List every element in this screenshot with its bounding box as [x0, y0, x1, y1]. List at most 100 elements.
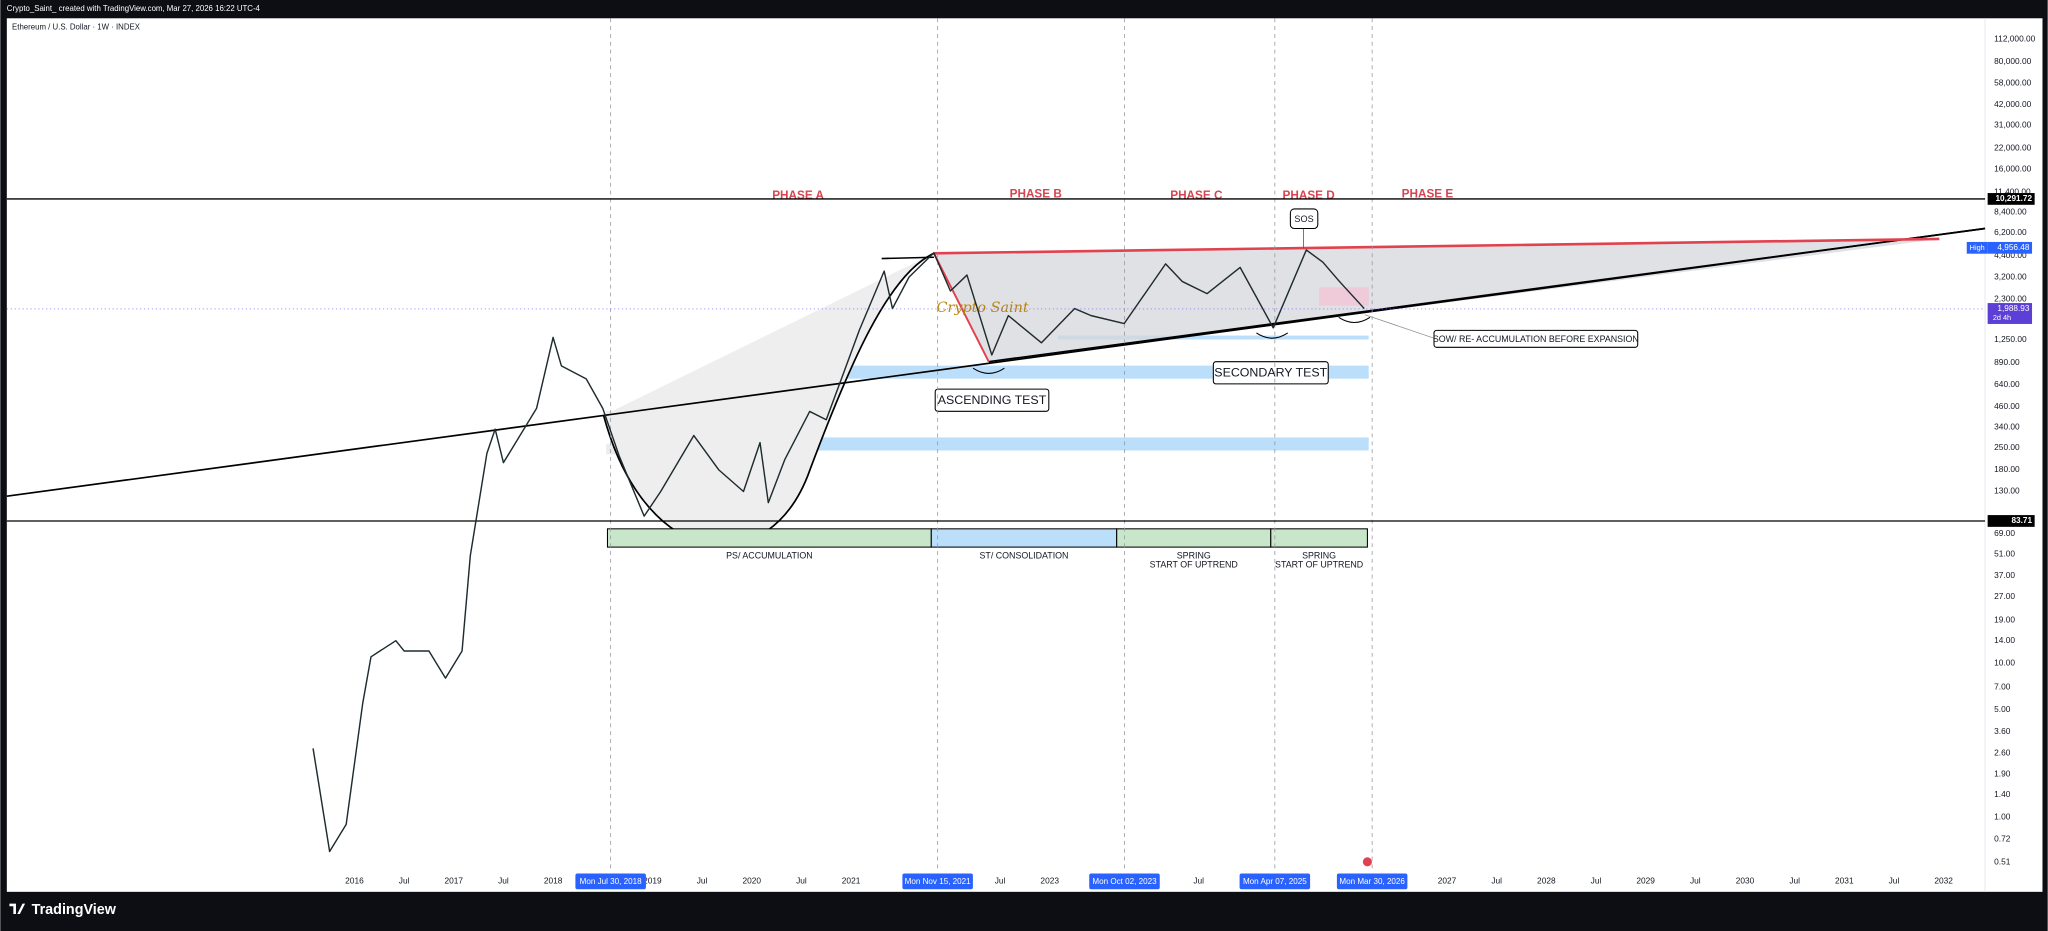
- zone-label: PS/ ACCUMULATION: [726, 551, 812, 561]
- phase-label: PHASE C: [1170, 189, 1223, 202]
- countdown: 2d 4h: [1993, 313, 2011, 322]
- y-tick-label: 11,400.00: [1994, 186, 2031, 196]
- x-tick-label: 2031: [1835, 876, 1854, 886]
- phase-label: PHASE B: [1010, 188, 1062, 201]
- y-tick-label: 22,000.00: [1994, 142, 2031, 152]
- y-tick-label: 51.00: [1994, 548, 2015, 558]
- x-tick-label: 2029: [1636, 876, 1655, 886]
- logo-mark: [9, 903, 26, 915]
- supply-zone: [1319, 287, 1369, 306]
- phase-label: PHASE A: [772, 189, 824, 202]
- zone-label: START OF UPTREND: [1150, 560, 1238, 570]
- x-tick-label: Jul: [697, 876, 708, 886]
- x-tick-label: 2019: [643, 876, 662, 886]
- marker-box: [1336, 873, 1408, 890]
- x-tick-label: 2030: [1736, 876, 1755, 886]
- x-tick-label: 2021: [842, 876, 861, 886]
- marker-label: Mon Apr 07, 2025: [1243, 877, 1307, 886]
- y-tick-label: 3.60: [1994, 726, 2011, 736]
- y-tick-label: 180.00: [1994, 464, 2020, 474]
- marker-box: [1089, 873, 1160, 890]
- x-tick-label: Jul: [1889, 876, 1900, 886]
- chart-area: [6, 18, 2043, 892]
- y-tick-label: 3,200.00: [1994, 271, 2027, 281]
- x-tick-label: Jul: [1591, 876, 1602, 886]
- y-tick-label: 890.00: [1994, 357, 2020, 367]
- level-box: [1987, 515, 2035, 527]
- zone-label: ST/ CONSOLIDATION: [980, 551, 1069, 561]
- sow-label: SOW/ RE- ACCUMULATION BEFORE EXPANSION: [1433, 334, 1639, 344]
- y-tick-label: 1.40: [1994, 789, 2011, 799]
- y-tick-label: 2,300.00: [1994, 293, 2027, 303]
- marker-box: [902, 873, 973, 890]
- y-tick-label: 5.00: [1994, 704, 2011, 714]
- y-tick-label: 4,400.00: [1994, 250, 2027, 260]
- y-tick-label: 58,000.00: [1994, 77, 2031, 87]
- y-tick-label: 130.00: [1994, 486, 2020, 496]
- x-tick-label: 2028: [1537, 876, 1556, 886]
- x-tick-label: 2018: [544, 876, 563, 886]
- marker-box: [575, 873, 646, 890]
- symbol: Ethereum / U.S. Dollar · 1W · INDEX: [12, 22, 141, 31]
- zone-label: SPRING: [1177, 551, 1211, 561]
- marker-label: Mon Nov 15, 2021: [905, 877, 972, 886]
- x-tick-label: Jul: [399, 876, 410, 886]
- high-name: High: [1970, 243, 1985, 252]
- y-tick-label: 37.00: [1994, 570, 2015, 580]
- callout-line: [1364, 314, 1435, 339]
- level-label: 83.71: [2011, 516, 2032, 525]
- y-tick-label: 7.00: [1994, 681, 2011, 691]
- y-tick-label: 10.00: [1994, 657, 2015, 667]
- y-tick-label: 80,000.00: [1994, 56, 2031, 66]
- x-tick-label: 2017: [444, 876, 463, 886]
- watermark: Crypto Saint: [937, 300, 1029, 316]
- drawings: [6, 227, 1986, 868]
- y-tick-label: 14.00: [1994, 635, 2015, 645]
- y-tick-label: 6,200.00: [1994, 227, 2027, 237]
- test-arcs: [972, 316, 1371, 374]
- support-line: [988, 227, 1986, 363]
- callout-box: [1212, 361, 1329, 385]
- last-price-box: [1987, 303, 2033, 324]
- y-tick-label: 16,000.00: [1994, 164, 2031, 174]
- marker-box: [1239, 873, 1311, 890]
- secondary-test-label: SECONDARY TEST: [1214, 366, 1327, 380]
- y-tick-label: 0.51: [1994, 857, 2011, 867]
- sos-label: SOS: [1294, 214, 1313, 224]
- zone-box: [1116, 528, 1272, 548]
- x-tick-label: Jul: [1491, 876, 1502, 886]
- y-tick-label: 27.00: [1994, 591, 2015, 601]
- y-tick-label: 1,250.00: [1994, 334, 2027, 344]
- marker-label: Mon Oct 02, 2023: [1092, 877, 1157, 886]
- x-tick-label: 2016: [345, 876, 364, 886]
- y-tick-label: 112,000.00: [1994, 33, 2035, 43]
- level-label: 10,291.72: [1995, 194, 2032, 203]
- zone-label: SPRING: [1302, 551, 1336, 561]
- rounding-bottom: [602, 252, 935, 547]
- x-tick-label: Jul: [1193, 876, 1204, 886]
- x-tick-label: 2032: [1934, 876, 1953, 886]
- resistance-line: [933, 237, 1940, 255]
- marker-label: Mon Jul 30, 2018: [580, 877, 642, 886]
- demand-zone: [809, 437, 1369, 451]
- callout-box: [1289, 208, 1319, 230]
- y-tick-label: 0.72: [1994, 833, 2011, 843]
- y-tick-label: 340.00: [1994, 421, 2020, 431]
- callout-box: [934, 388, 1050, 412]
- x-tick-label: 2020: [742, 876, 761, 886]
- high-tag: [1966, 241, 1988, 254]
- x-tick-label: 2027: [1438, 876, 1457, 886]
- y-tick-label: 1.00: [1994, 811, 2011, 821]
- y-tick-label: 1.90: [1994, 769, 2011, 779]
- zone-box: [1270, 528, 1368, 548]
- zone-box: [606, 528, 932, 548]
- event-icon: [1361, 855, 1374, 868]
- y-tick-label: 31,000.00: [1994, 119, 2031, 129]
- test-line: [933, 252, 990, 363]
- y-tick-label: 19.00: [1994, 614, 2015, 624]
- zone-box: [930, 528, 1118, 548]
- y-tick-label: 640.00: [1994, 379, 2020, 389]
- high-box: [1987, 241, 2033, 254]
